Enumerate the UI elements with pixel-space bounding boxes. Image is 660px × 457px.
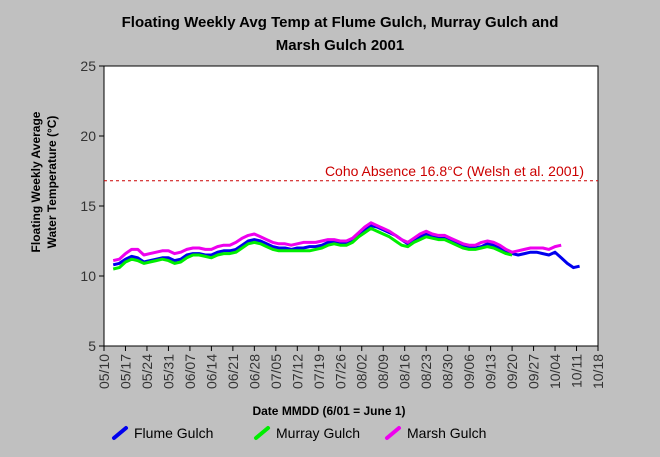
x-tick-label-5: 06/14	[203, 354, 219, 389]
x-tick-label-20: 09/27	[526, 354, 542, 389]
x-tick-label-18: 09/13	[483, 354, 499, 389]
x-tick-label-19: 09/20	[504, 354, 520, 389]
x-tick-label-11: 07/26	[332, 354, 348, 389]
x-tick-label-2: 05/24	[139, 354, 155, 389]
chart-title-line-1: Floating Weekly Avg Temp at Flume Gulch,…	[122, 14, 559, 31]
plot-area	[103, 65, 599, 347]
x-tick-label-16: 08/30	[440, 354, 456, 389]
x-tick-label-6: 06/21	[225, 354, 241, 389]
y-axis: 5 10 15 20 25	[80, 58, 104, 354]
x-tick-label-7: 06/28	[246, 354, 262, 389]
x-tick-label-15: 08/23	[418, 354, 434, 389]
legend-swatch-murray-gulch	[254, 426, 270, 440]
series-marsh-gulch	[112, 221, 562, 263]
chart-title-line-2: Marsh Gulch 2001	[276, 37, 404, 54]
x-tick-label-21: 10/04	[547, 354, 563, 389]
y-tick-label-2: 15	[80, 198, 96, 214]
y-axis-label-line-2: Water Temperature (°C)	[45, 116, 59, 249]
x-tick-label-0: 05/10	[96, 354, 112, 389]
x-axis: 05/10 05/17 05/24 05/31 06/07 06/14 06/21 06/28…	[96, 346, 606, 389]
legend-label-marsh-gulch: Marsh Gulch	[407, 425, 486, 441]
x-tick-label-8: 07/05	[268, 354, 284, 389]
y-axis-label: Floating Weekly Average Water Temperatur…	[29, 111, 59, 252]
series-murray-gulch	[112, 226, 513, 271]
threshold-label: Coho Absence 16.8°C (Welsh et al. 2001)	[325, 163, 584, 179]
x-tick-label-17: 09/06	[461, 354, 477, 389]
x-tick-label-23: 10/18	[590, 354, 606, 389]
x-tick-label-3: 05/31	[160, 354, 176, 389]
legend-label-murray-gulch: Murray Gulch	[276, 425, 360, 441]
x-tick-label-13: 08/09	[375, 354, 391, 389]
threshold: Coho Absence 16.8°C (Welsh et al. 2001)	[104, 163, 598, 182]
y-axis-label-line-1: Floating Weekly Average	[29, 111, 43, 252]
y-tick-label-0: 5	[88, 338, 96, 354]
x-tick-label-12: 08/02	[354, 354, 370, 389]
x-tick-label-14: 08/16	[397, 354, 413, 389]
legend-swatch-flume-gulch	[112, 426, 128, 440]
y-tick-label-1: 10	[80, 268, 96, 284]
x-tick-label-1: 05/17	[117, 354, 133, 389]
legend-label-flume-gulch: Flume Gulch	[134, 425, 213, 441]
x-tick-label-22: 10/11	[569, 354, 585, 388]
y-tick-label-3: 20	[80, 128, 96, 144]
x-tick-label-10: 07/19	[311, 354, 327, 389]
x-tick-label-9: 07/12	[289, 354, 305, 389]
legend-swatch-marsh-gulch	[385, 426, 401, 440]
y-tick-label-4: 25	[80, 58, 96, 74]
x-tick-label-4: 06/07	[182, 354, 198, 389]
x-axis-label: Date MMDD (6/01 = June 1)	[252, 404, 405, 418]
series-lines	[112, 221, 580, 271]
legend: Flume Gulch Murray Gulch Marsh Gulch	[112, 425, 486, 441]
